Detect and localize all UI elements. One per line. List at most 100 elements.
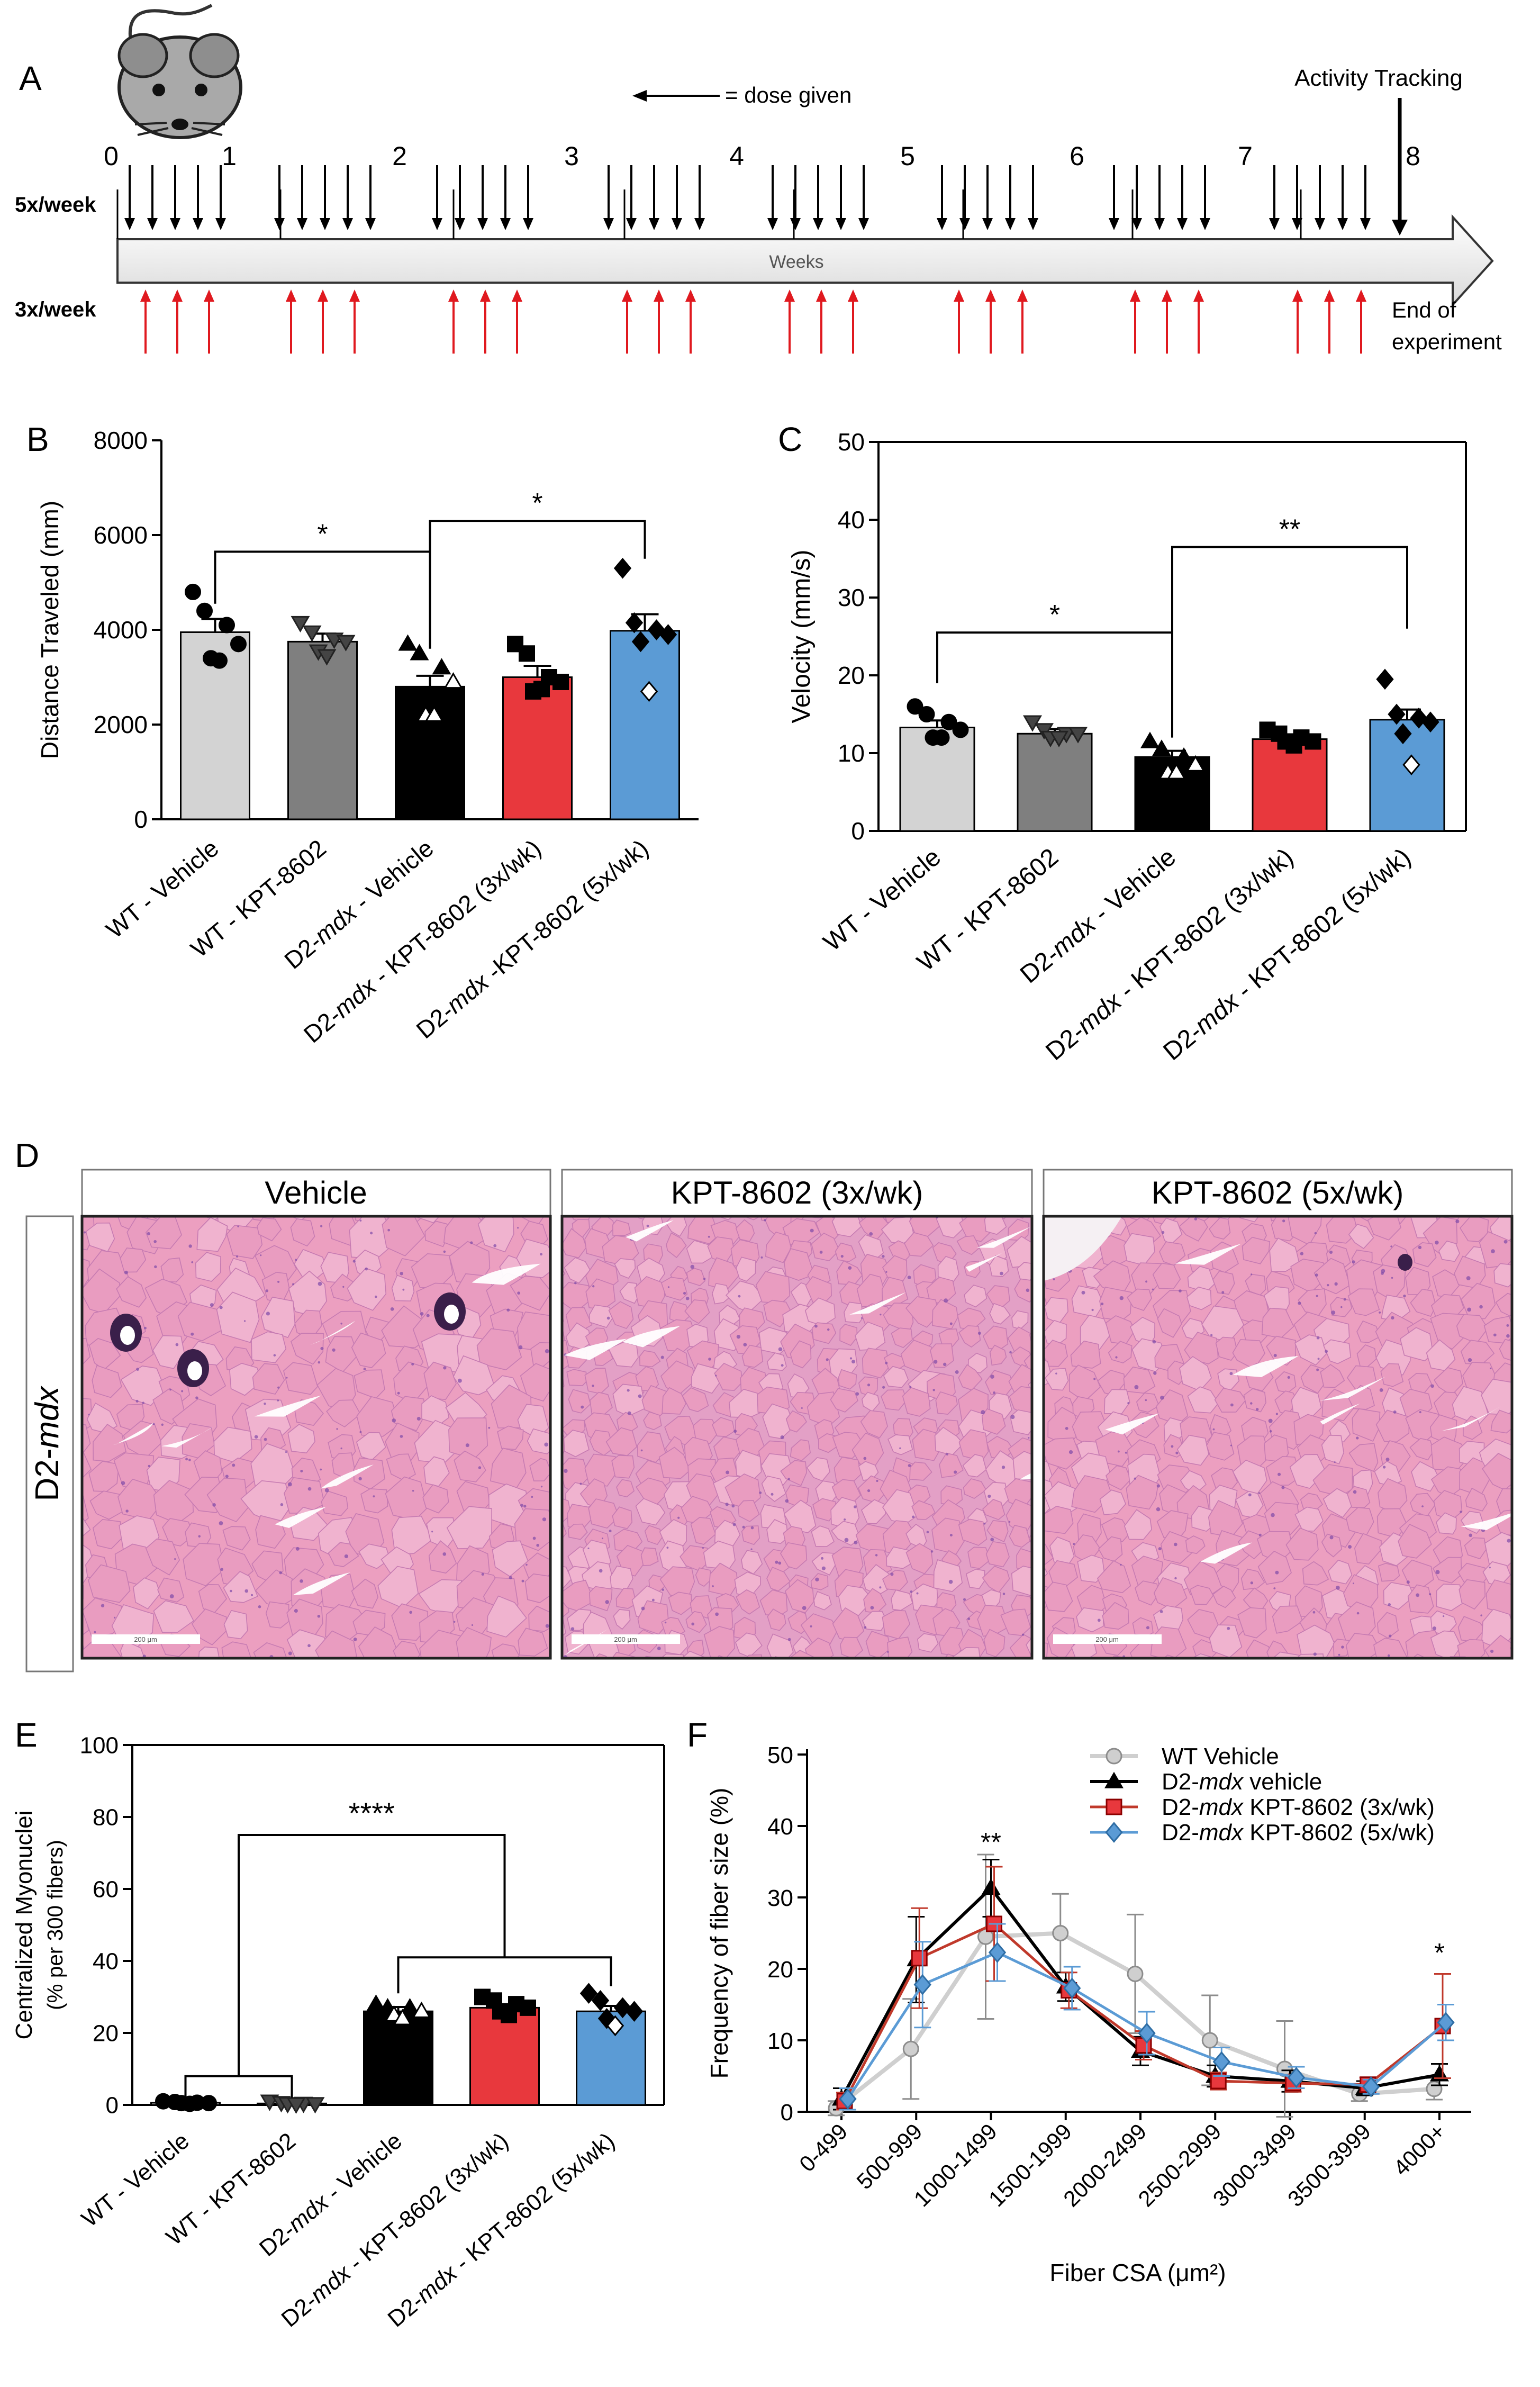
week-number-label: 5: [900, 141, 915, 171]
muscle-fiber: [844, 1301, 864, 1324]
week-number-label: 3: [564, 141, 579, 171]
nucleus: [210, 1303, 214, 1307]
nucleus: [1250, 1402, 1253, 1405]
dose-arrowhead-5x: [432, 218, 442, 230]
nucleus: [523, 1505, 527, 1508]
muscle-fiber: [736, 1256, 756, 1282]
muscle-fiber: [615, 1588, 637, 1609]
y-tick-label: 0: [851, 817, 865, 845]
legend-marker: [1106, 1748, 1122, 1765]
muscle-fiber: [1521, 1218, 1540, 1248]
nucleus: [144, 1326, 147, 1330]
nucleus: [188, 1459, 191, 1461]
data-point: [219, 617, 235, 634]
muscle-fiber: [813, 1590, 832, 1611]
muscle-fiber: [1515, 1361, 1539, 1386]
muscle-fiber: [562, 1566, 572, 1590]
nucleus: [387, 1228, 391, 1232]
nucleus: [317, 1614, 321, 1618]
nucleus: [690, 1264, 695, 1269]
nucleus: [359, 1219, 362, 1222]
scale-bar-label: 200 μm: [1095, 1635, 1119, 1643]
nucleus: [787, 1478, 790, 1480]
nucleus: [1248, 1493, 1252, 1497]
dose-arrowhead-3x: [140, 290, 151, 302]
tissue-cleft: [976, 1226, 1031, 1248]
nucleus: [1097, 1619, 1101, 1622]
muscle-fiber: [347, 1268, 387, 1311]
nucleus: [545, 1624, 549, 1628]
nucleus: [442, 1552, 447, 1556]
muscle-fiber: [223, 1571, 258, 1603]
muscle-fiber: [784, 1579, 814, 1614]
muscle-fiber: [1012, 1451, 1032, 1480]
nucleus: [867, 1384, 871, 1387]
nucleus: [742, 1525, 745, 1529]
nucleus: [849, 1357, 853, 1360]
x-tick-label: D2-mdx - KPT-8602 (5x/wk): [383, 2128, 620, 2332]
nucleus: [470, 1241, 473, 1244]
y-tick-label: 60: [93, 1876, 119, 1902]
muscle-fiber: [290, 1218, 315, 1247]
muscle-fiber: [1518, 1564, 1540, 1585]
nucleus: [426, 1314, 430, 1317]
muscle-fiber: [862, 1611, 887, 1631]
nucleus: [1053, 1278, 1055, 1281]
nucleus: [993, 1391, 996, 1395]
nucleus: [1119, 1296, 1124, 1300]
muscle-fiber: [82, 1424, 91, 1455]
muscle-fiber: [588, 1304, 613, 1328]
nucleus: [1145, 1280, 1148, 1283]
data-point: [911, 1950, 928, 1967]
tissue-cleft: [161, 1426, 214, 1448]
nucleus: [531, 1496, 533, 1498]
x-tick-label: D2-mdx - KPT-8602 (3x/wk): [1040, 843, 1299, 1066]
nucleus: [1329, 1535, 1334, 1540]
muscle-fiber: [1014, 1278, 1032, 1303]
nucleus: [1009, 1351, 1012, 1354]
nucleus: [1336, 1586, 1340, 1590]
muscle-fiber: [206, 1477, 249, 1523]
muscle-fiber: [120, 1366, 166, 1406]
nucleus: [1406, 1580, 1410, 1584]
nucleus: [854, 1540, 858, 1544]
data-point: [981, 1878, 1001, 1895]
muscle-fiber: [486, 1595, 527, 1638]
muscle-fiber: [1070, 1340, 1101, 1369]
data-point: [940, 713, 957, 730]
x-tick-label: D2-mdx - KPT-8602 (3x/wk): [277, 2128, 513, 2332]
muscle-fiber: [923, 1657, 933, 1658]
nucleus: [579, 1482, 582, 1485]
muscle-fiber: [424, 1220, 450, 1247]
muscle-fiber: [1522, 1594, 1540, 1612]
data-point: [1138, 2022, 1156, 2044]
muscle-fiber: [564, 1257, 591, 1284]
nucleus: [875, 1554, 878, 1557]
significance-bracket: [184, 2075, 293, 2098]
nucleus: [844, 1538, 849, 1542]
y-tick-label: 0: [134, 806, 148, 833]
nucleus: [1026, 1288, 1030, 1292]
dose-arrowhead-5x: [649, 218, 659, 230]
significance-bracket: [936, 631, 1173, 683]
muscle-fiber: [1009, 1524, 1031, 1548]
bar: [395, 685, 465, 820]
nucleus: [1152, 1288, 1154, 1290]
muscle-fiber: [529, 1458, 550, 1481]
y-tick-label: 80: [93, 1804, 119, 1830]
muscle-fiber: [1011, 1566, 1032, 1597]
muscle-fiber: [92, 1364, 122, 1398]
muscle-fiber: [283, 1362, 318, 1395]
dose-arrowhead-5x: [193, 218, 203, 230]
nucleus: [1174, 1577, 1177, 1580]
muscle-fiber: [962, 1454, 987, 1478]
muscle-fiber: [643, 1411, 662, 1431]
data-point: [366, 1994, 386, 2011]
significance-label: *: [532, 488, 542, 519]
muscle-fiber: [564, 1656, 572, 1658]
data-point: [400, 1998, 420, 2015]
nucleus: [300, 1579, 303, 1583]
nucleus: [307, 1644, 311, 1648]
tissue-cleft: [1200, 1542, 1252, 1564]
muscle-fiber: [891, 1327, 913, 1349]
